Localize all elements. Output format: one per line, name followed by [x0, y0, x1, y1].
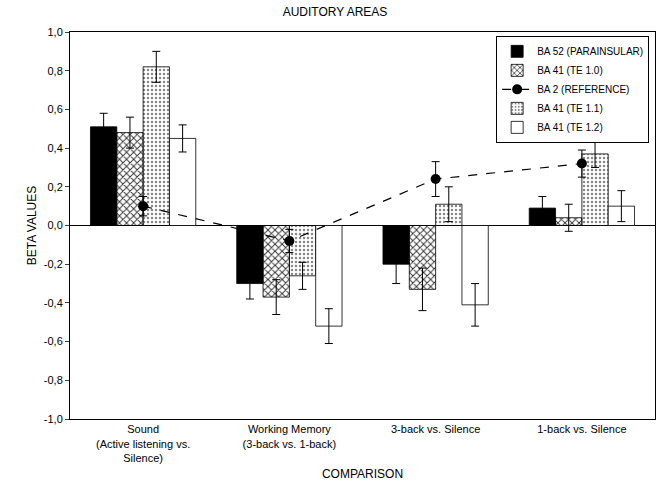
- svg-text:BA 41 (TE 1.2): BA 41 (TE 1.2): [537, 122, 603, 133]
- svg-text:-0,4: -0,4: [44, 297, 63, 309]
- svg-text:BA 2 (REFERENCE): BA 2 (REFERENCE): [537, 84, 629, 95]
- svg-text:BETA VALUES: BETA VALUES: [25, 186, 39, 266]
- svg-text:-0,6: -0,6: [44, 335, 63, 347]
- svg-text:BA 41 (TE 1.0): BA 41 (TE 1.0): [537, 65, 603, 76]
- svg-text:0,8: 0,8: [48, 65, 63, 77]
- svg-text:0,0: 0,0: [48, 219, 63, 231]
- svg-text:Sound(Active listening vs.Sile: Sound(Active listening vs.Silence): [96, 423, 190, 464]
- svg-text:0,2: 0,2: [48, 181, 63, 193]
- svg-text:COMPARISON: COMPARISON: [322, 467, 403, 481]
- svg-text:-0,2: -0,2: [44, 258, 63, 270]
- svg-text:BA 52 (PARAINSULAR): BA 52 (PARAINSULAR): [537, 46, 643, 57]
- svg-text:-0,8: -0,8: [44, 374, 63, 386]
- svg-text:0,4: 0,4: [48, 142, 63, 154]
- svg-text:BA 41 (TE 1.1): BA 41 (TE 1.1): [537, 103, 603, 114]
- svg-text:-1,0: -1,0: [44, 413, 63, 425]
- svg-text:1-back vs. Silence: 1-back vs. Silence: [537, 423, 626, 435]
- svg-text:3-back vs. Silence: 3-back vs. Silence: [391, 423, 480, 435]
- svg-text:Working Memory(3-back vs. 1-ba: Working Memory(3-back vs. 1-back): [243, 423, 337, 449]
- svg-text:AUDITORY AREAS: AUDITORY AREAS: [283, 5, 388, 19]
- svg-text:0,6: 0,6: [48, 103, 63, 115]
- svg-text:1,0: 1,0: [48, 26, 63, 38]
